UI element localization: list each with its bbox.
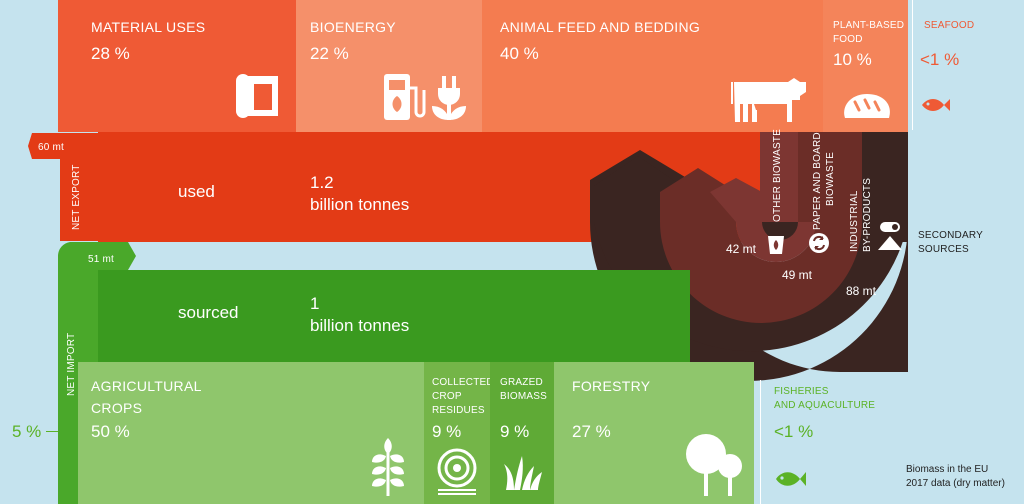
- crop-residues-label-3: RESIDUES: [432, 405, 485, 416]
- plant-food-label-1: PLANT-BASED: [833, 20, 905, 31]
- fish-icon: [776, 472, 806, 486]
- fisheries-label-2: AND AQUACULTURE: [774, 400, 876, 411]
- sourced-band: sourced 1 billion tonnes: [98, 270, 690, 362]
- seafood-percent: <1 %: [920, 50, 960, 69]
- forestry-block: FORESTRY 27 %: [554, 362, 754, 504]
- fisheries-divider: [760, 380, 761, 504]
- other-biowaste-label: OTHER BIOWASTE: [772, 129, 783, 222]
- footnote-line-2: 2017 data (dry matter): [906, 478, 1005, 489]
- paper-roll-icon: [236, 74, 278, 118]
- agricultural-crops-block: AGRICULTURAL CROPS 50 %: [78, 362, 424, 504]
- used-amount-1: 1.2: [310, 173, 334, 192]
- side-percent-tick: [46, 431, 58, 432]
- bioenergy-label: BIOENERGY: [310, 19, 396, 35]
- crop-residues-label-2: CROP: [432, 391, 462, 402]
- sourced-label: sourced: [178, 303, 239, 322]
- grazed-percent: 9 %: [500, 422, 530, 441]
- other-biowaste-value: 42 mt: [726, 242, 757, 256]
- sourced-amount-1: 1: [310, 294, 320, 313]
- recycle-icon: [809, 233, 829, 253]
- secondary-title-1: SECONDARY: [918, 230, 983, 241]
- logs-icon: [878, 222, 902, 250]
- bread-icon: [844, 94, 890, 118]
- paper-board-value: 49 mt: [782, 268, 813, 282]
- footnote-line-1: Biomass in the EU: [906, 464, 989, 475]
- industrial-value: 88 mt: [846, 284, 877, 298]
- net-import-value: 51 mt: [88, 254, 115, 265]
- hay-bale-icon: [437, 448, 477, 495]
- grass-icon: [504, 456, 542, 490]
- net-export-value: 60 mt: [38, 142, 65, 153]
- crop-residues-label-1: COLLECTED: [432, 377, 494, 388]
- grazed-label-2: BIOMASS: [500, 391, 547, 402]
- wheat-icon: [372, 438, 404, 496]
- cow-icon: [731, 78, 806, 122]
- grazed-biomass-block: GRAZED BIOMASS 9 %: [490, 362, 554, 504]
- material-uses-percent: 28 %: [91, 44, 130, 63]
- paper-board-label-2: BIOWASTE: [825, 151, 836, 206]
- grazed-label-1: GRAZED: [500, 377, 543, 388]
- secondary-title-2: SOURCES: [918, 244, 969, 255]
- plant-food-block: PLANT-BASED FOOD 10 %: [823, 0, 908, 132]
- seafood-divider: [912, 0, 913, 130]
- material-uses-block: MATERIAL USES 28 %: [58, 0, 296, 132]
- forestry-percent: 27 %: [572, 422, 611, 441]
- net-import-label: NET IMPORT: [66, 332, 77, 396]
- fisheries-percent: <1 %: [774, 422, 814, 441]
- crop-residues-percent: 9 %: [432, 422, 462, 441]
- paper-board-label-1: PAPER AND BOARD: [812, 132, 823, 230]
- net-export-label: NET EXPORT: [71, 164, 82, 230]
- fuel-pump-icon: [384, 74, 466, 120]
- net-export-tab: [28, 133, 102, 241]
- agricultural-crops-label-2: CROPS: [91, 400, 143, 416]
- agricultural-crops-percent: 50 %: [91, 422, 130, 441]
- fisheries-label-1: FISHERIES: [774, 386, 829, 397]
- material-uses-label: MATERIAL USES: [91, 19, 206, 35]
- bioenergy-block: BIOENERGY 22 %: [296, 0, 482, 132]
- trees-icon: [686, 434, 742, 496]
- industrial-label-1: INDUSTRIAL: [849, 190, 860, 252]
- animal-feed-block: ANIMAL FEED AND BEDDING 40 %: [482, 0, 823, 132]
- animal-feed-percent: 40 %: [500, 44, 539, 63]
- plant-food-percent: 10 %: [833, 50, 872, 69]
- bioenergy-percent: 22 %: [310, 44, 349, 63]
- crop-residues-block: COLLECTED CROP RESIDUES 9 %: [424, 362, 494, 504]
- industrial-label-2: BY-PRODUCTS: [862, 177, 873, 252]
- plant-food-label-2: FOOD: [833, 34, 863, 45]
- other-biowaste-column: [760, 132, 798, 222]
- forestry-label: FORESTRY: [572, 378, 651, 394]
- animal-feed-label: ANIMAL FEED AND BEDDING: [500, 19, 701, 35]
- agricultural-crops-label-1: AGRICULTURAL: [91, 378, 202, 394]
- paper-board-column: [798, 132, 844, 222]
- bin-icon: [768, 236, 784, 254]
- fish-icon: [922, 99, 950, 111]
- used-label: used: [178, 182, 215, 201]
- side-percent: 5 %: [12, 422, 42, 441]
- seafood-label: SEAFOOD: [924, 20, 975, 31]
- sourced-amount-2: billion tonnes: [310, 316, 410, 335]
- used-amount-2: billion tonnes: [310, 195, 410, 214]
